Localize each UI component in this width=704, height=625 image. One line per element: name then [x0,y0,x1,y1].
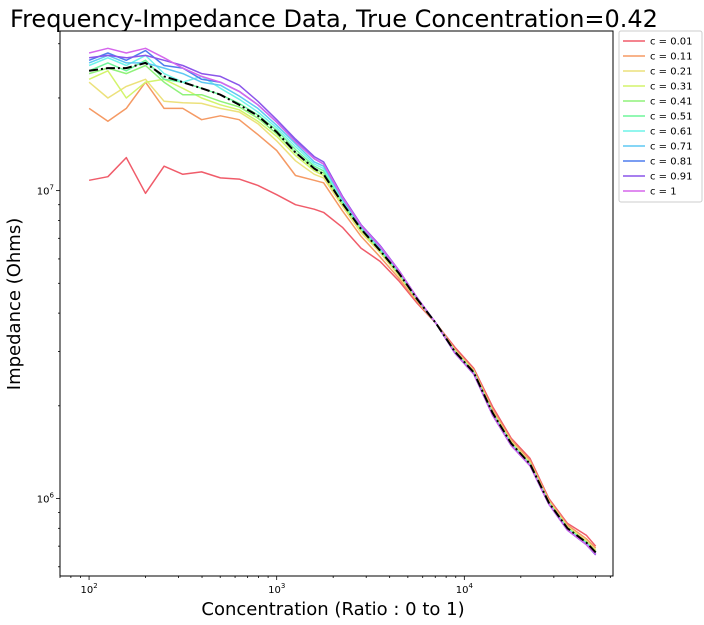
x-axis-ticks: 102 103 104 [59,576,611,596]
chart-title: Frequency-Impedance Data, True Concentra… [10,5,658,33]
y-tick-label: 107 [37,184,54,198]
series-line-11 [88,47,597,555]
legend-entry: c = 0.41 [650,97,693,108]
legend-entry: c = 0.71 [650,142,693,153]
series-line-mean [88,61,597,554]
plot-area [59,30,614,577]
x-axis-label: Concentration (Ratio : 0 to 1) [201,599,464,620]
legend-entry: c = 0.21 [650,67,693,78]
legend-entry: c = 1 [650,187,677,198]
series-line-1 [88,156,597,547]
legend-entry: c = 0.51 [650,112,693,123]
x-tick-label: 102 [80,582,97,596]
legend-entry: c = 0.91 [650,172,693,183]
x-tick-label: 103 [268,582,285,596]
legend-frame [618,30,703,203]
y-axis-label: Impedance (Ohms) [4,218,25,390]
legend: c = 0.01 c = 0.11 c = 0.21 c = 0.31 c = 0.41… [618,30,703,203]
legend-entry: c = 0.81 [650,157,693,168]
series-line-2 [88,81,597,549]
series-layer [88,47,597,556]
legend-entry: c = 0.31 [650,82,693,93]
legend-entry: c = 0.01 [650,37,693,48]
y-tick-label: 106 [37,491,55,505]
legend-entry: c = 0.61 [650,127,693,138]
x-tick-label: 104 [456,582,474,596]
legend-entry: c = 0.11 [650,52,693,63]
y-axis-ticks: 106 107 [37,43,60,568]
